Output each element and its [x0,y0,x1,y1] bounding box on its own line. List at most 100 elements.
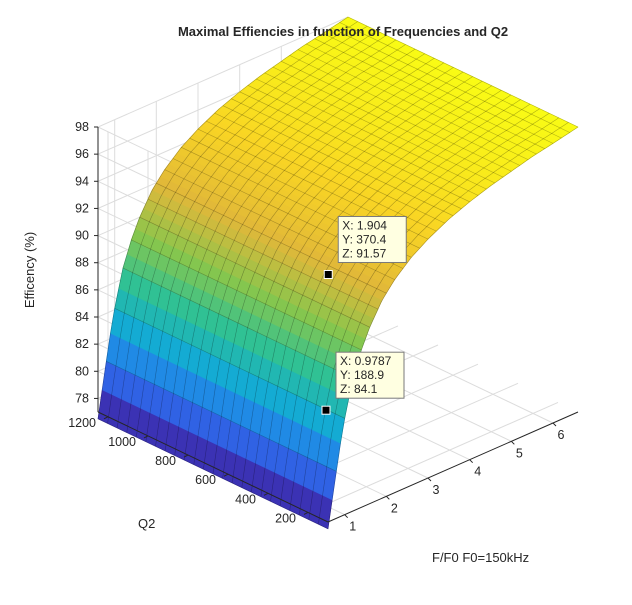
mesh-line-x [347,16,579,128]
y-tick-label: 200 [275,511,296,525]
surface-layer [97,16,579,530]
x-tick-label: 4 [474,465,481,479]
mesh-line-x [314,38,545,149]
mesh-line-y [126,30,377,433]
x-tick-mark [385,495,390,500]
mesh-line-x [281,61,512,172]
y-gridline-floor [307,401,559,513]
mesh-line-x [339,22,570,133]
mesh-line-y [155,44,406,447]
mesh-line-x [139,216,370,328]
z-tick-label: 86 [75,283,89,297]
mesh-line-x [97,418,329,530]
mesh-line-x [272,66,504,178]
mesh-line-x [122,267,354,379]
y-tick-label: 1000 [108,435,136,449]
y-tick-mark [143,435,149,439]
x-tick-mark [552,422,557,427]
z-tick-label: 96 [75,147,89,161]
mesh-line-y [145,39,397,442]
mesh-line-y [107,21,358,424]
mesh-line-x [206,120,437,232]
z-axis-label: Efficency (%) [22,232,37,308]
mesh-line-y [174,53,425,456]
x-tick-mark [344,514,349,519]
x-tick-label: 5 [516,446,523,460]
y-tick-mark [223,473,229,477]
x-tick-label: 3 [433,483,440,497]
mesh-line-x [214,112,445,224]
mesh-line-y [279,103,531,506]
mesh-line-x [131,239,362,351]
mesh-line-y [116,25,368,429]
tick-layer: 1 2 3 4 5 6 200 400 600 800 1000 1200 78 80 82 84 86 88 90… [68,120,564,534]
mesh-line-x [264,72,495,184]
z-tick-label: 82 [75,337,89,351]
x-tick-mark [510,440,515,445]
mesh-line-x [306,43,537,155]
chart-title: Maximal Effiencies in function of Freque… [178,24,508,39]
mesh-line-x [231,98,462,209]
z-tick-label: 78 [75,391,89,405]
data-tip-marker [321,405,331,415]
data-tip-text: X: 1.904 [342,218,387,232]
y-tick-label: 400 [235,492,256,506]
x-axis-line [327,411,579,523]
data-tip-text: Y: 188.9 [340,368,384,382]
mesh-line-y [97,16,349,419]
data-tip-text: Y: 370.4 [342,232,386,246]
z-tick-label: 88 [75,256,89,270]
data-tip-text: Z: 84.1 [340,382,378,396]
y-tick-label: 600 [195,473,216,487]
y-tick-mark [303,511,309,515]
mesh-line-x [247,85,479,196]
z-tick-label: 98 [75,120,89,134]
mesh-line-y [136,35,387,438]
mesh-line-y [222,76,473,479]
mesh-line-x [331,27,562,139]
mesh-line-x [222,105,454,216]
data-tip-box [337,215,407,263]
mesh-line-y [184,58,435,461]
mesh-line-x [147,198,379,310]
mesh-line-y [193,62,444,465]
mesh-line-y [270,99,521,502]
mesh-line-x [289,55,520,166]
mesh-line-x [322,33,554,144]
mesh-line-y [327,126,579,529]
y-tick-label: 800 [155,454,176,468]
y-tick-label: 1200 [68,416,96,430]
mesh-line-y [164,48,416,451]
mesh-line-x [256,78,487,190]
y-axis-label: Q2 [138,516,155,531]
mesh-line-y [203,67,454,470]
y-tick-mark [183,454,189,458]
mesh-line-y [299,113,550,516]
mesh-line-y [231,80,483,484]
mesh-line-x [114,308,345,419]
z-tick-label: 94 [75,174,89,188]
data-tip-marker [323,269,333,279]
z-tick-label: 90 [75,229,89,243]
z-tick-label: 80 [75,364,89,378]
mesh-line-x [239,91,470,203]
mesh-line-x [106,361,337,472]
axes-layer [97,127,579,523]
z-tick-label: 92 [75,201,89,215]
y-tick-mark [103,416,109,420]
y-tick-mark [263,492,269,496]
mesh-line-y [251,90,502,493]
mesh-line-y [260,94,512,497]
data-tip-text: X: 0.9787 [340,354,392,368]
x-tick-label: 2 [391,501,398,515]
x-tick-label: 6 [558,428,565,442]
mesh-line-y [289,108,540,511]
data-tip-box [335,351,405,399]
x-tick-label: 1 [349,520,356,534]
y-axis-line [97,411,329,523]
mesh-line-x [156,182,387,294]
data-tip-text: Z: 91.57 [342,246,386,260]
